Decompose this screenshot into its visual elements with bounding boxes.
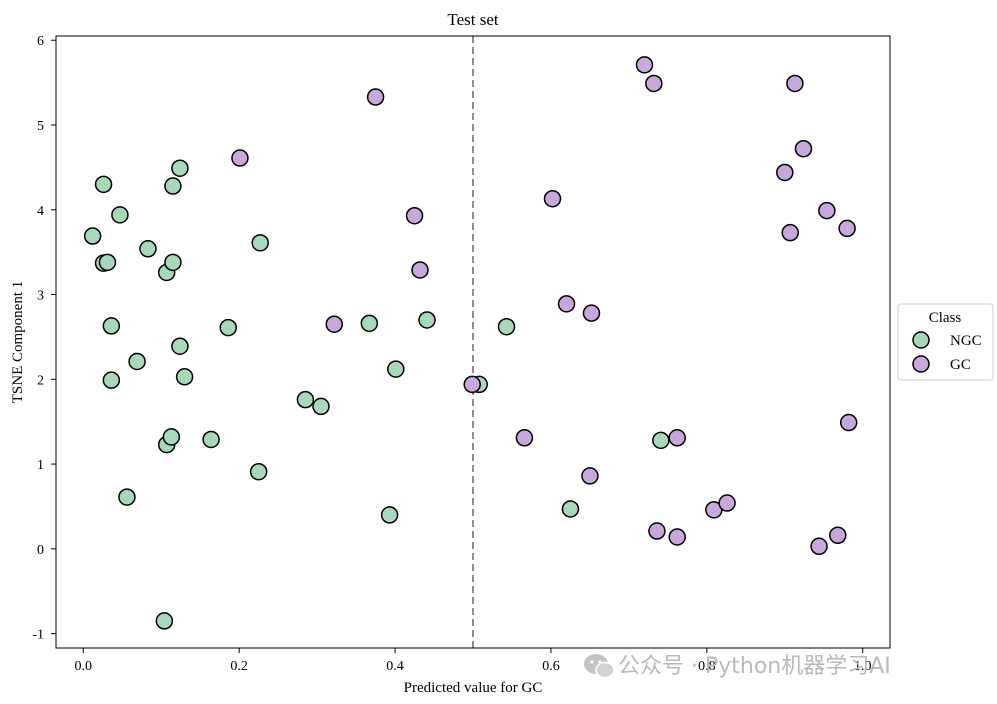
- point-gc: [405, 206, 424, 225]
- point-gc: [718, 494, 736, 512]
- point-gc: [668, 429, 686, 447]
- point-ngc: [296, 390, 315, 409]
- chart-title: Test set: [447, 10, 498, 29]
- point-ngc: [164, 177, 182, 195]
- axis-ticks: 0.0 0.2 0.4 0.6 0.8 1.0 -1 0 1 2 3 4 5 6: [32, 34, 871, 674]
- point-gc: [635, 56, 654, 74]
- point-ngc: [111, 206, 129, 224]
- y-tick-label: -1: [32, 628, 44, 643]
- y-axis-label: TSNE Component 1: [10, 281, 26, 404]
- point-gc: [411, 261, 429, 279]
- point-gc: [648, 522, 666, 540]
- plot-frame: [55, 35, 891, 649]
- point-ngc: [171, 337, 189, 355]
- point-gc: [829, 526, 847, 545]
- point-ngc: [162, 428, 181, 446]
- point-ngc: [497, 317, 516, 336]
- x-tick-label: 1.0: [854, 659, 872, 674]
- point-ngc: [98, 253, 117, 272]
- point-gc: [776, 163, 794, 182]
- point-ngc: [139, 240, 157, 258]
- point-ngc: [155, 612, 174, 630]
- legend-marker-ngc: [912, 331, 930, 349]
- point-ngc: [360, 314, 379, 333]
- wechat-icon: [584, 654, 615, 679]
- y-tick-label: 5: [37, 119, 44, 134]
- point-ngc: [102, 371, 121, 389]
- point-gc: [582, 304, 601, 322]
- point-ngc: [128, 352, 146, 371]
- point-gc: [781, 223, 799, 242]
- point-gc: [581, 467, 599, 485]
- point-gc: [557, 295, 576, 313]
- legend-title: Class: [929, 310, 962, 326]
- y-tick-label: 6: [37, 34, 44, 49]
- legend-marker-gc: [912, 355, 930, 373]
- point-ngc: [380, 506, 399, 524]
- point-gc: [366, 88, 385, 106]
- x-tick-label: 0.8: [698, 659, 716, 674]
- point-ngc: [202, 430, 220, 449]
- point-ngc: [561, 500, 580, 518]
- point-gc: [515, 429, 534, 447]
- point-ngc: [83, 227, 102, 245]
- x-tick-label: 0.6: [542, 659, 560, 674]
- point-gc: [838, 219, 856, 238]
- point-ngc: [251, 234, 269, 252]
- legend: Class NGC GC: [897, 303, 994, 381]
- point-gc: [543, 189, 562, 208]
- point-gc: [794, 139, 813, 158]
- point-ngc: [418, 311, 436, 329]
- point-ngc: [219, 318, 238, 337]
- y-tick-label: 0: [37, 543, 44, 558]
- point-ngc: [387, 360, 405, 378]
- point-ngc: [102, 317, 121, 335]
- point-ngc: [312, 397, 330, 416]
- point-ngc: [164, 253, 182, 272]
- x-tick-label: 0.2: [230, 659, 248, 674]
- x-tick-label: 0.4: [386, 659, 404, 674]
- x-tick-label: 0.0: [75, 659, 93, 674]
- point-gc: [231, 149, 249, 167]
- point-gc: [810, 537, 828, 556]
- point-ngc: [94, 175, 113, 194]
- point-ngc: [171, 159, 189, 177]
- point-gc: [839, 413, 858, 432]
- y-tick-label: 1: [37, 458, 44, 473]
- point-ngc: [175, 368, 194, 386]
- plot-area: [83, 36, 858, 648]
- y-tick-label: 4: [37, 204, 44, 219]
- point-ngc: [652, 431, 670, 450]
- y-tick-label: 2: [37, 373, 44, 388]
- point-ngc: [249, 462, 268, 481]
- point-ngc: [118, 488, 136, 506]
- point-gc: [818, 201, 836, 220]
- point-gc: [325, 315, 344, 333]
- x-axis-label: Predicted value for GC: [404, 680, 543, 696]
- point-gc: [668, 528, 686, 546]
- point-gc: [645, 74, 663, 93]
- point-gc: [463, 375, 481, 394]
- point-gc: [786, 74, 804, 93]
- legend-label-gc: GC: [950, 357, 971, 373]
- y-tick-label: 3: [37, 289, 44, 304]
- legend-label-ngc: NGC: [950, 333, 982, 349]
- watermark: 公众号 · Python机器学习AI: [584, 654, 891, 679]
- watermark-text: 公众号 · Python机器学习AI: [618, 654, 891, 679]
